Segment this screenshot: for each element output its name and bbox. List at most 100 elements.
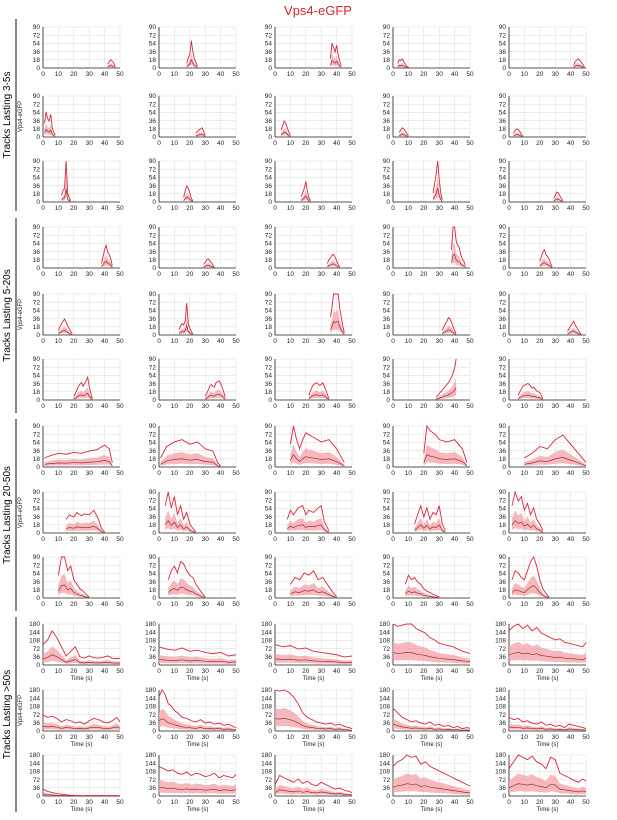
x-tick-label: 0 — [391, 403, 395, 410]
y-tick-label: 18 — [499, 126, 507, 133]
spread-band — [393, 718, 470, 731]
x-tick-label: 40 — [333, 140, 341, 147]
x-tick-label: 30 — [86, 734, 94, 741]
x-tick-label: 10 — [405, 140, 413, 147]
lower-trace — [508, 652, 587, 660]
x-tick-label: 20 — [186, 734, 194, 741]
x-tick-label: 50 — [348, 271, 356, 278]
x-tick-label: 50 — [116, 271, 124, 278]
y-tick-label: 54 — [383, 110, 391, 117]
y-tick-label: 0 — [152, 793, 156, 800]
x-tick-label: 10 — [287, 140, 295, 147]
mean-trace — [42, 788, 120, 796]
lower-trace — [101, 260, 113, 268]
mean-trace — [158, 646, 237, 657]
y-tick-label: 36 — [149, 316, 157, 323]
y-tick-label: 90 — [383, 554, 391, 561]
x-tick-label: 10 — [521, 734, 529, 741]
x-tick-label: 10 — [55, 536, 63, 543]
x-tick-label: 0 — [157, 205, 161, 212]
x-tick-label: 30 — [436, 71, 444, 78]
x-tick-label: 20 — [420, 403, 428, 410]
y-tick-label: 72 — [265, 364, 273, 371]
x-tick-label: 50 — [232, 403, 240, 410]
x-axis-label: Time (s) — [303, 807, 325, 813]
x-tick-label: 0 — [41, 601, 45, 608]
x-tick-label: 20 — [536, 734, 544, 741]
y-tick-label: 36 — [149, 381, 157, 388]
y-tick-label: 108 — [261, 638, 272, 645]
y-tick-label: 144 — [495, 695, 506, 702]
y-tick-label: 72 — [149, 497, 157, 504]
y-tick-label: 0 — [386, 65, 390, 72]
y-tick-label: 72 — [265, 431, 273, 438]
y-tick-label: 72 — [33, 32, 41, 39]
y-tick-label: 72 — [383, 364, 391, 371]
x-tick-label: 30 — [318, 271, 326, 278]
y-tick-label: 0 — [268, 728, 272, 735]
y-tick-label: 36 — [383, 785, 391, 792]
y-tick-label: 18 — [383, 522, 391, 529]
lower-trace — [183, 196, 194, 202]
x-tick-label: 10 — [55, 71, 63, 78]
x-tick-label: 0 — [507, 338, 511, 345]
x-tick-label: 20 — [186, 71, 194, 78]
mean-trace — [397, 58, 409, 68]
mean-trace — [290, 569, 337, 597]
x-tick-label: 50 — [232, 470, 240, 477]
y-tick-label: 0 — [386, 662, 390, 669]
x-tick-label: 0 — [41, 799, 45, 806]
x-tick-label: 50 — [466, 799, 474, 806]
y-tick-label: 90 — [33, 554, 41, 561]
x-tick-label: 10 — [55, 403, 63, 410]
x-tick-label: 0 — [41, 140, 45, 147]
x-tick-label: 30 — [318, 205, 326, 212]
spread-band — [43, 646, 120, 665]
y-tick-label: 18 — [149, 324, 157, 331]
y-tick-label: 18 — [265, 389, 273, 396]
y-tick-label: 0 — [268, 793, 272, 800]
y-tick-label: 18 — [265, 57, 273, 64]
mean-trace — [164, 491, 197, 532]
y-tick-label: 0 — [268, 265, 272, 272]
y-tick-label: 72 — [265, 299, 273, 306]
lower-trace — [160, 458, 221, 468]
x-tick-label: 30 — [552, 668, 560, 675]
y-tick-label: 36 — [499, 316, 507, 323]
x-tick-label: 40 — [333, 71, 341, 78]
x-tick-label: 40 — [101, 536, 109, 543]
lower-trace — [195, 133, 206, 137]
x-tick-label: 20 — [70, 601, 78, 608]
lower-trace — [553, 198, 564, 202]
y-tick-label: 36 — [499, 118, 507, 125]
x-tick-label: 0 — [391, 799, 395, 806]
x-axis-label: Time (s) — [537, 742, 559, 748]
y-tick-label: 18 — [383, 389, 391, 396]
y-tick-label: 54 — [499, 308, 507, 315]
y-tick-label: 36 — [383, 514, 391, 521]
y-tick-label: 144 — [29, 695, 40, 702]
x-tick-label: 50 — [466, 71, 474, 78]
y-tick-label: 144 — [145, 695, 156, 702]
x-tick-label: 40 — [217, 140, 225, 147]
x-tick-label: 30 — [202, 470, 210, 477]
spread-band — [159, 779, 236, 794]
y-tick-label: 0 — [502, 595, 506, 602]
mean-trace — [183, 185, 194, 202]
mean-trace — [178, 303, 194, 335]
y-tick-label: 90 — [499, 356, 507, 363]
x-tick-label: 0 — [507, 536, 511, 543]
y-tick-label: 54 — [499, 440, 507, 447]
y-tick-label: 0 — [36, 530, 40, 537]
y-tick-label: 18 — [33, 57, 41, 64]
mean-trace — [280, 120, 291, 136]
y-tick-label: 72 — [149, 431, 157, 438]
